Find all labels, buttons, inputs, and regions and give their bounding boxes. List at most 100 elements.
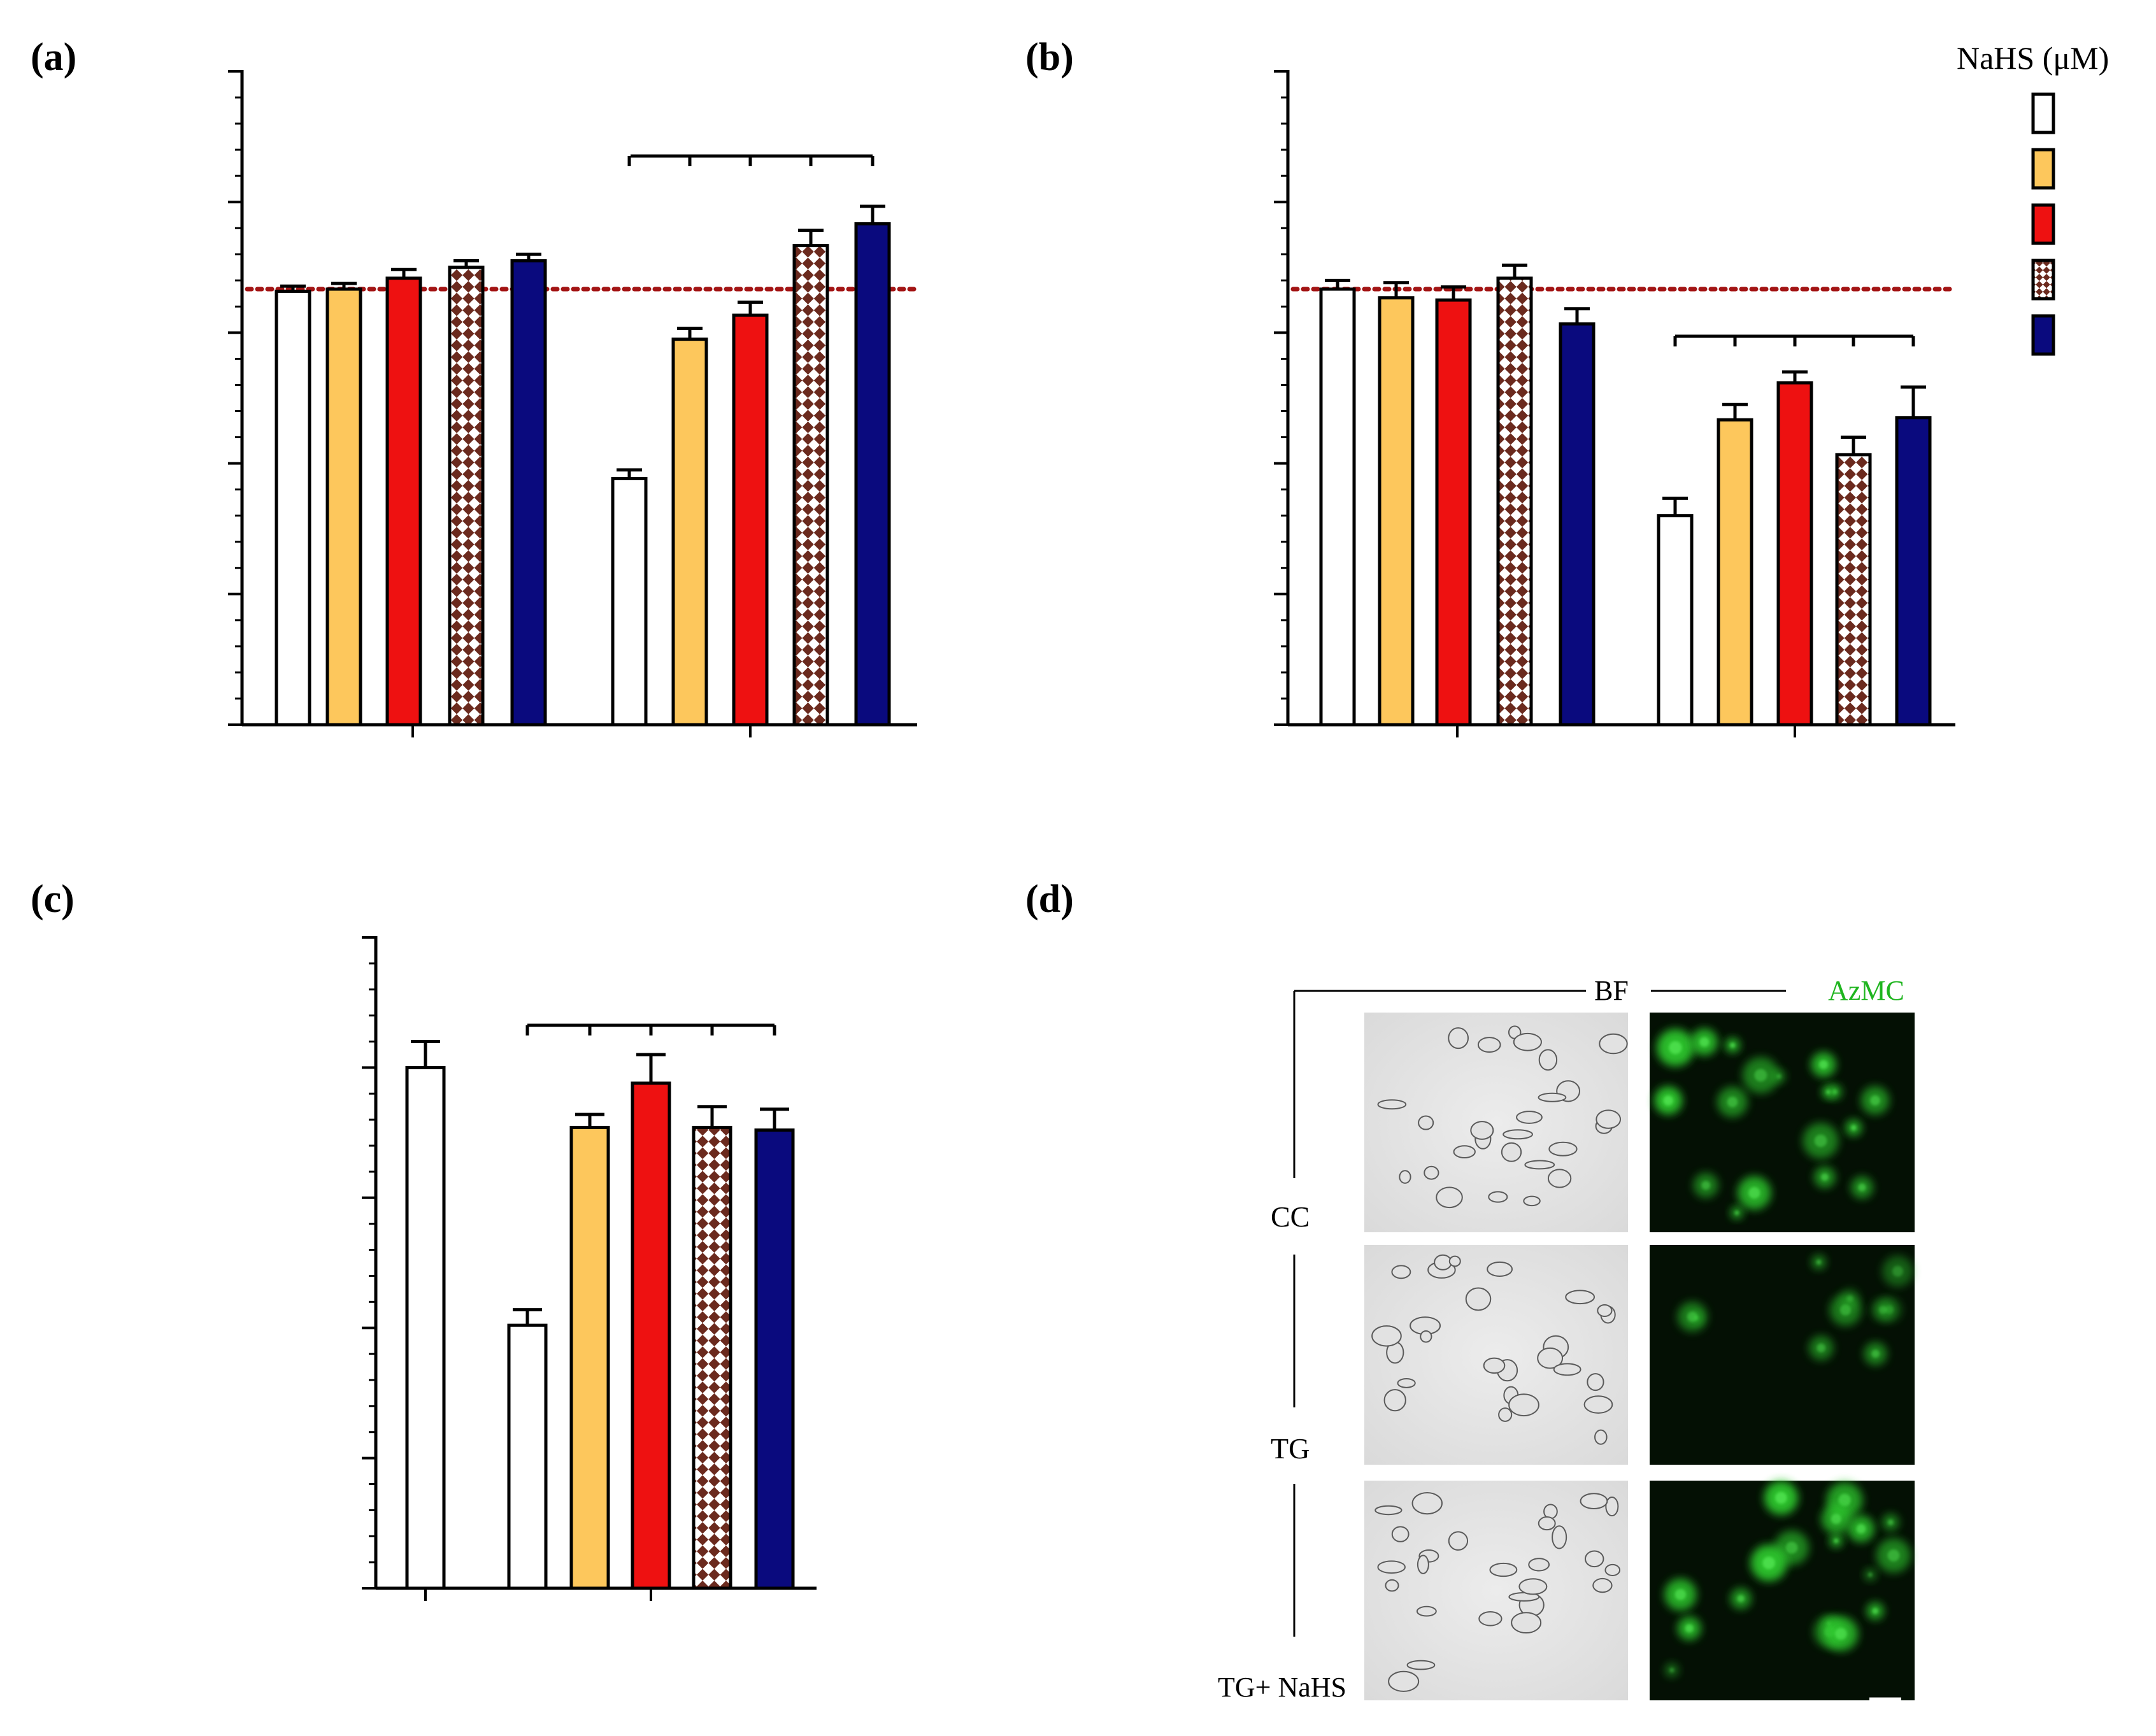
cell-outline <box>1397 1378 1416 1388</box>
fluorescent-spot <box>1701 1181 1711 1190</box>
cell-outline <box>1513 1032 1542 1051</box>
panel-label-d: (d) <box>1025 878 1074 921</box>
legend-swatch-300 <box>2031 259 2055 301</box>
cell-outline <box>1420 1330 1432 1343</box>
row-label-tg-nahs: TG+ NaHS <box>1218 1672 1346 1703</box>
cell-outline <box>1371 1325 1402 1347</box>
fluorescent-spot <box>1821 1173 1829 1181</box>
cell-outline <box>1528 1558 1550 1572</box>
cell-outline <box>1537 1347 1564 1369</box>
cell-outline <box>1416 1605 1437 1617</box>
cell-outline <box>1538 1049 1558 1071</box>
bar <box>732 313 769 727</box>
fluorescent-spot <box>1825 1090 1831 1095</box>
fluorescent-spot <box>1737 1595 1745 1602</box>
fluorescent-spot <box>1871 1349 1880 1358</box>
panel-label-a: (a) <box>31 36 76 79</box>
cell-outline <box>1411 1491 1443 1515</box>
cell-outline <box>1511 1612 1542 1634</box>
brightfield-image-row-2 <box>1364 1245 1628 1465</box>
bar <box>1559 322 1596 727</box>
cell-outline <box>1597 1304 1613 1318</box>
fluorescent-spot <box>1878 1306 1887 1314</box>
bar <box>1835 453 1872 727</box>
fluorescent-spot <box>1754 1069 1767 1082</box>
chart-cell-viability <box>228 70 917 737</box>
cell-outline <box>1538 1516 1556 1531</box>
fluorescent-spot <box>1856 1524 1866 1533</box>
bar <box>510 259 547 727</box>
cell-outline <box>1501 1142 1522 1162</box>
fluorescent-spot <box>1817 1343 1825 1353</box>
cell-outline <box>1391 1265 1411 1279</box>
cell-outline <box>1503 1129 1533 1140</box>
fluorescent-spot <box>1816 1260 1822 1265</box>
cell-outline <box>1587 1373 1604 1391</box>
fluorescent-spot <box>1858 1183 1866 1192</box>
legend-swatch-100 <box>2031 203 2055 245</box>
cell-outline <box>1434 1254 1452 1270</box>
fluorescent-spot <box>1831 1514 1841 1525</box>
fluorescent-spot <box>1834 1538 1839 1544</box>
bar <box>569 1125 610 1590</box>
azmc-fluorescence-image-row-2 <box>1650 1245 1915 1465</box>
col-label-bf: BF <box>1594 975 1629 1006</box>
bar <box>275 289 311 727</box>
azmc-fluorescence-image-row-1 <box>1650 1013 1915 1232</box>
cell-outline <box>1418 1115 1434 1130</box>
brightfield-background <box>1364 1481 1628 1700</box>
bar <box>631 1081 671 1590</box>
fluorescent-spot <box>1775 1491 1787 1504</box>
micrograph-panel: BF AzMC CC TG TG+ NaHS <box>1218 975 1915 1703</box>
cell-outline <box>1592 1577 1613 1593</box>
bar <box>507 1323 548 1590</box>
bar <box>1496 276 1533 727</box>
bar <box>792 244 829 727</box>
row-label-cc: CC <box>1271 1200 1310 1233</box>
fluorescent-spot <box>1834 1628 1847 1640</box>
cell-outline <box>1487 1261 1513 1277</box>
brightfield-image-row-1 <box>1364 1013 1628 1232</box>
cell-outline <box>1599 1033 1628 1055</box>
panel-label-b: (b) <box>1025 36 1074 79</box>
fluorescent-spot <box>1762 1556 1776 1570</box>
fluorescent-spot <box>1687 1311 1698 1322</box>
cell-outline <box>1498 1407 1513 1422</box>
fluorescent-spot <box>1734 1211 1739 1215</box>
bar <box>854 222 891 727</box>
fluorescent-spot <box>1870 1095 1880 1106</box>
cell-outline <box>1547 1169 1572 1188</box>
cell-outline <box>1483 1357 1506 1374</box>
fluorescent-spot <box>1872 1607 1878 1614</box>
cell-outline <box>1489 1562 1518 1577</box>
bar <box>1657 514 1694 727</box>
cell-outline <box>1583 1395 1613 1414</box>
fluorescent-spot <box>1748 1186 1760 1199</box>
cell-outline <box>1516 1111 1543 1124</box>
cell-outline <box>1417 1555 1429 1574</box>
cell-outline <box>1524 1160 1555 1170</box>
fluorescent-spot <box>1730 1042 1736 1048</box>
bar <box>692 1125 732 1590</box>
fluorescent-spot <box>1674 1589 1687 1600</box>
cell-outline <box>1594 1429 1608 1445</box>
fluorescent-spot <box>1669 1041 1682 1055</box>
bar <box>385 276 422 727</box>
cell-outline <box>1538 1092 1567 1102</box>
cell-outline <box>1565 1290 1596 1305</box>
cell-outline <box>1377 1560 1406 1574</box>
cell-outline <box>1477 1037 1501 1053</box>
cell-outline <box>1508 1393 1539 1417</box>
legend: NaHS (μM) <box>1957 40 2109 356</box>
row-label-tg: TG <box>1271 1432 1310 1465</box>
cell-outline <box>1448 1255 1461 1267</box>
bar <box>1895 416 1932 727</box>
legend-swatch-0 <box>2031 92 2055 134</box>
cell-outline <box>1488 1191 1508 1203</box>
bar <box>1776 381 1813 727</box>
bar <box>448 266 485 727</box>
cell-outline <box>1465 1287 1492 1311</box>
fluorescent-spot <box>1669 1667 1674 1673</box>
cell-outline <box>1585 1550 1604 1568</box>
